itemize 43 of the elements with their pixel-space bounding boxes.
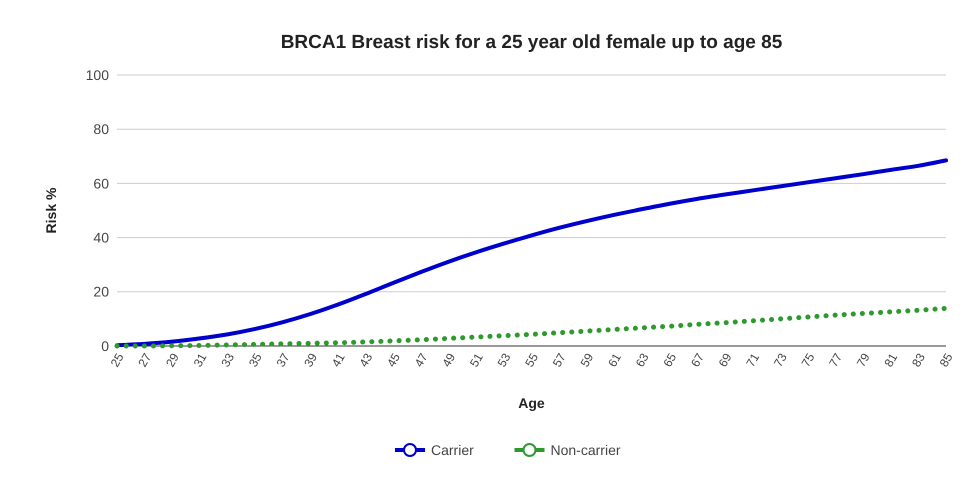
x-tick-label: 73 — [770, 350, 790, 370]
x-tick-label: 61 — [605, 350, 624, 370]
y-tick-label: 0 — [101, 338, 110, 354]
x-tick-label: 69 — [716, 350, 735, 370]
x-tick-label: 27 — [135, 350, 154, 370]
y-tick-label: 20 — [93, 284, 110, 300]
x-tick-label: 63 — [632, 350, 652, 370]
x-tick-label: 81 — [882, 350, 900, 370]
y-tick-label: 80 — [93, 121, 110, 138]
x-tick-label: 59 — [578, 350, 596, 370]
x-tick-label: 53 — [494, 350, 514, 370]
x-tick-label: 75 — [798, 350, 818, 370]
x-tick-label: 35 — [246, 350, 265, 370]
legend-label: Non-carrier — [550, 442, 621, 458]
x-tick-label: 37 — [274, 350, 293, 370]
x-tick-label: 29 — [163, 350, 182, 370]
x-axis-title: Age — [518, 395, 545, 411]
x-tick-label: 25 — [108, 350, 127, 370]
x-tick-label: 41 — [328, 350, 348, 370]
x-tick-label: 71 — [743, 350, 762, 370]
x-tick-label: 85 — [936, 350, 956, 370]
x-tick-label: 67 — [688, 350, 708, 370]
x-tick-label: 83 — [909, 350, 928, 370]
chart-title: BRCA1 Breast risk for a 25 year old female up to age 85 — [280, 32, 783, 53]
x-tick-label: 65 — [660, 350, 680, 370]
line-series — [115, 158, 948, 348]
x-tick-label: 79 — [854, 350, 873, 370]
y-axis-title: Risk % — [43, 187, 59, 234]
legend-label: Carrier — [431, 442, 474, 458]
x-tick-label: 55 — [522, 350, 542, 370]
x-tick-label: 39 — [301, 350, 320, 370]
x-tick-label: 49 — [439, 350, 458, 370]
x-tick-label: 57 — [550, 350, 569, 370]
x-tick-label: 45 — [384, 350, 404, 370]
x-tick-label: 51 — [467, 350, 486, 370]
y-tick-label: 100 — [86, 66, 110, 83]
x-tick-label: 77 — [826, 350, 846, 370]
x-tick-label: 43 — [356, 350, 376, 370]
x-tick-label: 47 — [412, 350, 431, 370]
y-tick-label: 60 — [93, 175, 110, 192]
y-tick-label: 40 — [93, 230, 110, 246]
x-tick-label: 31 — [190, 350, 210, 370]
x-tick-label: 33 — [218, 350, 238, 370]
